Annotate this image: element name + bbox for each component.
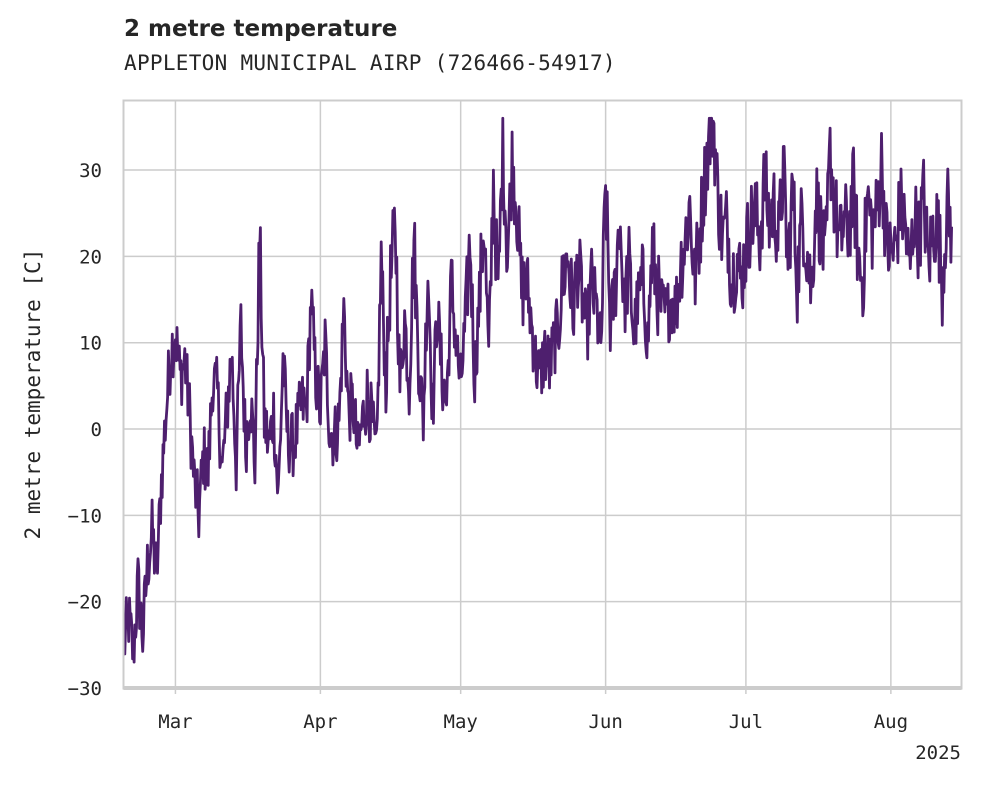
chart-title: 2 metre temperature xyxy=(124,16,398,42)
series-lines xyxy=(122,116,953,664)
y-tick-label: 10 xyxy=(79,333,102,355)
y-tick-label: 20 xyxy=(79,246,102,268)
y-tick-label: 0 xyxy=(91,419,102,441)
grid-lines xyxy=(124,101,961,694)
y-tick-label: −20 xyxy=(68,592,102,614)
chart-subtitle: APPLETON MUNICIPAL AIRP (726466-54917) xyxy=(124,51,616,75)
x-tick-label: Aug xyxy=(874,711,908,733)
x-tick-label: Jul xyxy=(729,711,763,733)
y-tick-label: 30 xyxy=(79,160,102,182)
x-tick-label: Mar xyxy=(158,711,192,733)
x-tick-label: May xyxy=(444,711,478,733)
tick-labels: −30 −20 −10 0 10 20 30 Mar Apr May Jun Jul Aug xyxy=(68,160,908,733)
temperature-series-line xyxy=(122,116,953,664)
x-tick-label: Jun xyxy=(588,711,622,733)
year-label: 2025 xyxy=(915,742,961,764)
y-tick-label: −10 xyxy=(68,505,102,527)
y-tick-label: −30 xyxy=(68,678,102,700)
x-tick-label: Apr xyxy=(303,711,337,733)
y-axis-label: 2 metre temperature [C] xyxy=(21,249,45,540)
